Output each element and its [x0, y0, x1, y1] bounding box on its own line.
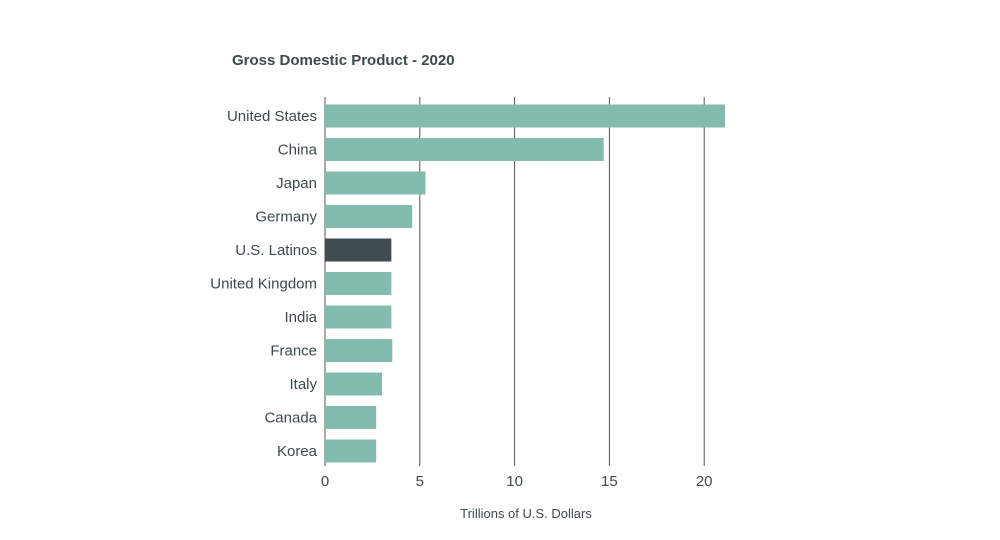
category-label-united-states: United States [227, 108, 317, 125]
bar-china [325, 138, 604, 161]
category-label-united-kingdom: United Kingdom [210, 276, 317, 293]
bars [325, 104, 726, 463]
category-label-france: France [270, 343, 317, 360]
category-label-india: India [284, 309, 317, 326]
bar-united-kingdom [325, 272, 392, 295]
category-label-canada: Canada [264, 410, 317, 427]
x-tick-label-10: 10 [506, 473, 523, 490]
bar-germany [325, 205, 413, 228]
category-label-japan: Japan [276, 175, 317, 192]
category-label-u-s-latinos: U.S. Latinos [235, 242, 317, 259]
x-tick-label-15: 15 [601, 473, 618, 490]
x-tick-label-20: 20 [696, 473, 713, 490]
category-label-germany: Germany [255, 209, 317, 226]
x-tick-label-0: 0 [321, 473, 329, 490]
x-axis-title: Trillions of U.S. Dollars [460, 506, 592, 521]
chart-title: Gross Domestic Product - 2020 [232, 52, 455, 69]
bar-italy [325, 372, 382, 396]
bar-canada [325, 406, 377, 429]
category-label-korea: Korea [277, 443, 318, 460]
category-label-italy: Italy [289, 376, 317, 393]
category-label-china: China [278, 142, 318, 159]
x-tick-labels: 0 5 10 15 20 [321, 473, 713, 490]
bar-united-states [325, 104, 726, 128]
category-labels: United States China Japan Germany U.S. Latin… [210, 108, 317, 460]
bar-india [325, 305, 392, 329]
x-tick-label-5: 5 [416, 473, 424, 490]
bar-korea [325, 439, 377, 463]
bar-france [325, 339, 393, 362]
bar-japan [325, 171, 426, 195]
bar-u-s-latinos [325, 238, 392, 262]
